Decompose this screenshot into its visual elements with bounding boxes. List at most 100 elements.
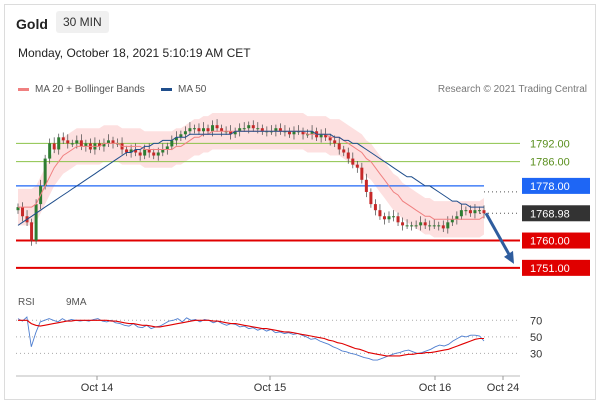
rsi-tick-label: 50 xyxy=(530,332,542,344)
candle-body xyxy=(401,222,405,226)
candle-body xyxy=(292,131,296,135)
candle-body xyxy=(147,149,151,153)
candle-body xyxy=(382,216,386,220)
candle-body xyxy=(310,131,314,135)
rsi-line xyxy=(17,316,485,361)
level-label: 1786.00 xyxy=(530,157,570,169)
candle-body xyxy=(156,152,160,156)
candle-body xyxy=(428,225,432,227)
candle-body xyxy=(201,128,205,132)
level-label: 1768.98 xyxy=(530,208,570,220)
candle-body xyxy=(414,225,418,227)
rsi-ma-line xyxy=(18,319,484,357)
report-datetime: Monday, October 18, 2021 5:10:19 AM CET xyxy=(18,46,251,60)
chart-frame xyxy=(4,4,596,400)
candle-body xyxy=(355,164,359,168)
level-label: 1760.00 xyxy=(530,236,570,248)
candle-body xyxy=(477,210,481,212)
candle-body xyxy=(473,210,477,214)
legend-ma50: MA 50 xyxy=(161,84,206,95)
candle-body xyxy=(79,140,83,147)
candle-body xyxy=(188,128,192,132)
candle-body xyxy=(468,210,472,214)
candle-body xyxy=(84,143,88,147)
candle-body xyxy=(328,137,332,141)
candle-body xyxy=(251,125,255,129)
candle-body xyxy=(206,128,210,132)
pivot-level-box xyxy=(522,177,590,194)
candle-body xyxy=(373,204,377,211)
candle-body xyxy=(52,143,56,150)
candle-body xyxy=(170,140,174,147)
candle-body xyxy=(152,152,156,156)
candle-body xyxy=(242,128,246,130)
candle-body xyxy=(287,131,291,135)
candle-body xyxy=(102,143,106,147)
candle-body xyxy=(432,225,436,227)
candle-body xyxy=(333,140,337,144)
support-level-box xyxy=(522,232,590,249)
candle-body xyxy=(256,128,260,130)
candle-body xyxy=(278,128,282,132)
legend-rsi-ma: 9MA xyxy=(66,297,87,308)
current-level-box xyxy=(522,205,590,222)
candle-body xyxy=(75,140,79,144)
candle-body xyxy=(30,222,34,241)
candle-body xyxy=(179,134,183,138)
candle-body xyxy=(464,210,468,212)
x-tick-label: Oct 15 xyxy=(254,382,286,394)
rsi-ma-legend-label: 9MA xyxy=(66,297,87,308)
candle-body xyxy=(143,149,147,156)
ma50-legend-label: MA 50 xyxy=(178,84,207,95)
candle-body xyxy=(387,216,391,220)
candle-body xyxy=(450,219,454,223)
candle-body xyxy=(70,143,74,145)
candle-body xyxy=(274,128,278,132)
instrument-title: Gold xyxy=(16,16,48,32)
legend-ma20: MA 20 + Bollinger Bands xyxy=(18,84,145,95)
bollinger-band xyxy=(18,113,484,238)
candle-body xyxy=(129,149,133,153)
candle-body xyxy=(106,140,110,144)
rsi-tick-label: 70 xyxy=(530,315,542,327)
candle-body xyxy=(319,134,323,138)
candle-body xyxy=(134,149,138,153)
candle-body xyxy=(423,222,427,226)
candle-body xyxy=(351,158,355,165)
candle-body xyxy=(197,128,201,132)
candle-body xyxy=(369,191,373,205)
candle-body xyxy=(342,149,346,153)
candle-body xyxy=(238,128,242,132)
candle-body xyxy=(360,167,364,180)
candle-body xyxy=(301,131,305,135)
candle-body xyxy=(61,137,65,141)
candle-body xyxy=(16,207,20,211)
ma50-swatch xyxy=(161,88,172,91)
level-label: 1778.00 xyxy=(530,181,570,193)
candle-body xyxy=(192,128,196,130)
ma50-line xyxy=(17,130,484,226)
candle-body xyxy=(57,137,61,150)
ma20-swatch xyxy=(18,88,29,91)
timeframe-badge[interactable]: 30 MIN xyxy=(56,11,109,33)
candle-body xyxy=(43,158,47,186)
candle-body xyxy=(229,131,233,135)
candle-body xyxy=(183,131,187,135)
candle-body xyxy=(405,225,409,227)
rsi-legend-label: RSI xyxy=(18,297,35,308)
candle-body xyxy=(446,222,450,229)
candle-body xyxy=(364,179,368,192)
candle-body xyxy=(337,143,341,150)
candle-body xyxy=(138,152,142,156)
candle-body xyxy=(396,216,400,223)
candle-body xyxy=(410,225,414,227)
candle-body xyxy=(220,128,224,132)
candle-body xyxy=(111,140,115,144)
candle-body xyxy=(260,128,264,132)
support-level-box xyxy=(522,259,590,276)
candle-body xyxy=(233,131,237,135)
candle-body xyxy=(437,225,441,227)
candle-body xyxy=(346,152,350,159)
credit-text: Research © 2021 Trading Central xyxy=(437,84,587,95)
x-tick-label: Oct 24 xyxy=(487,382,519,394)
